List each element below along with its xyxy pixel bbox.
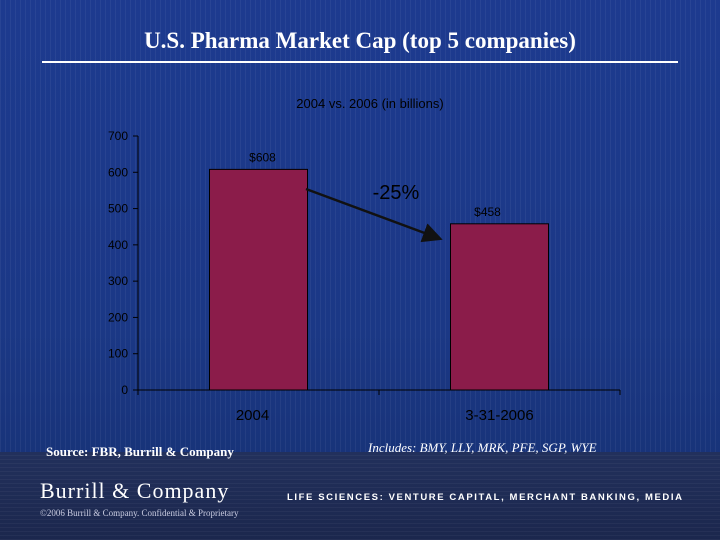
logo-text: Burrill & Company bbox=[40, 478, 230, 503]
footer-band bbox=[0, 452, 720, 540]
x-tick-label: 2004 bbox=[236, 407, 269, 424]
bars: $608 $458 bbox=[209, 150, 549, 391]
data-label: $458 bbox=[474, 205, 501, 219]
chart-title: 2004 vs. 2006 (in billions) bbox=[296, 96, 443, 111]
decline-arrow bbox=[305, 187, 443, 243]
data-label: $608 bbox=[249, 150, 276, 164]
includes-note: Includes: BMY, LLY, MRK, PFE, SGP, WYE bbox=[368, 440, 597, 455]
bar-2004 bbox=[209, 168, 308, 391]
y-tick-label: 200 bbox=[108, 310, 128, 324]
y-tick-label: 0 bbox=[121, 383, 128, 397]
company-logo: Burrill & Company bbox=[40, 478, 229, 504]
y-tick-label: 700 bbox=[108, 129, 128, 143]
slide-title: U.S. Pharma Market Cap (top 5 companies) bbox=[144, 28, 576, 53]
bar-3-31-2006 bbox=[450, 223, 549, 391]
footer-copyright: ©2006 Burrill & Company. Confidential & … bbox=[40, 508, 239, 518]
y-tick-label: 300 bbox=[108, 274, 128, 288]
x-tick-label: 3-31-2006 bbox=[465, 407, 533, 424]
y-tick-label: 500 bbox=[108, 202, 128, 216]
y-axis: 0 100 200 300 400 500 600 700 bbox=[108, 129, 139, 397]
y-tick-label: 100 bbox=[108, 347, 128, 361]
x-axis: 2004 3-31-2006 bbox=[137, 389, 621, 424]
footer-tagline: LIFE SCIENCES: VENTURE CAPITAL, MERCHANT… bbox=[287, 492, 684, 503]
title-underline bbox=[42, 61, 678, 63]
percent-change-annotation: -25% bbox=[373, 182, 420, 204]
y-tick-label: 600 bbox=[108, 165, 128, 179]
source-note: Source: FBR, Burrill & Company bbox=[46, 444, 234, 459]
y-tick-label: 400 bbox=[108, 238, 128, 252]
